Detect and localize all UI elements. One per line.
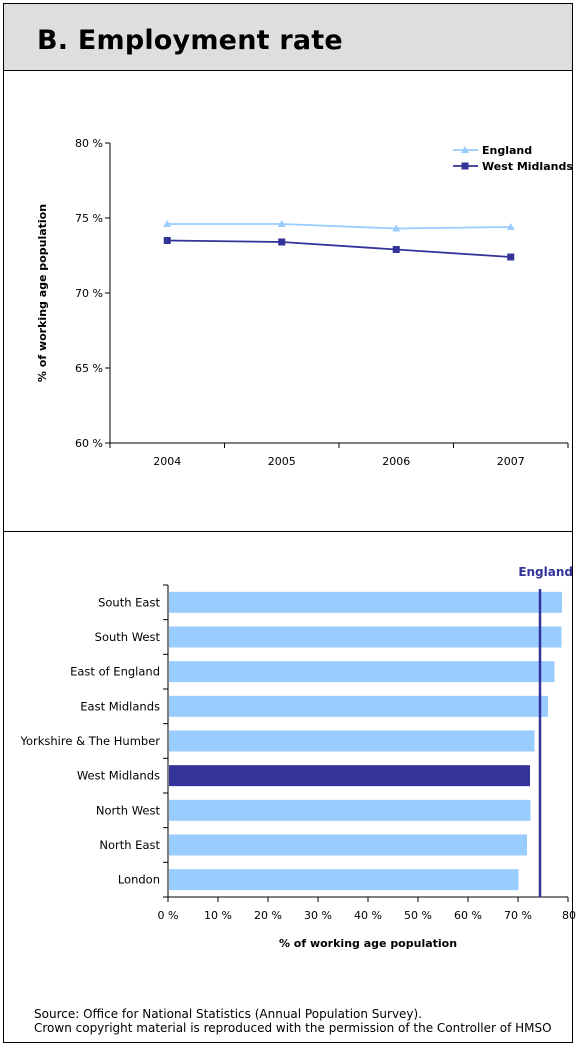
x-tick-label: 2005 (268, 455, 296, 468)
y-tick-label: 65 % (75, 362, 103, 375)
source-note: Source: Office for National Statistics (… (34, 1007, 423, 1021)
x-tick-label: 2006 (382, 455, 410, 468)
legend-marker (461, 162, 469, 170)
page-title: B. Employment rate (37, 25, 343, 56)
page-header: B. Employment rate (3, 3, 573, 71)
y-tick-label: 80 % (75, 137, 103, 150)
data-point (163, 220, 172, 227)
x-tick-label: 2007 (497, 455, 525, 468)
data-point (392, 246, 400, 253)
data-point (163, 237, 171, 244)
section-divider (3, 531, 573, 532)
series-line-1 (167, 223, 511, 230)
data-point (506, 223, 515, 230)
y-tick-label: 60 % (75, 437, 103, 450)
x-tick-label: 2004 (153, 455, 181, 468)
footer: Source: Office for National Statistics (… (34, 1007, 552, 1035)
legend-label: West Midlands (482, 160, 573, 173)
y-tick-label: 75 % (75, 212, 103, 225)
data-point (507, 253, 515, 261)
data-point (278, 238, 286, 246)
data-point (392, 224, 401, 232)
y-tick-label: 70 % (75, 287, 103, 300)
legend-label: England (482, 144, 532, 157)
data-point (277, 220, 286, 227)
line-chart: 80 % 75 % 70 % 65 % 60 % 2004 2005 2006 2007 % of… (36, 137, 573, 468)
copyright-note: Crown copyright material is reproduced w… (34, 1021, 552, 1035)
y-axis-label: % of working age population (36, 204, 49, 382)
legend-marker (461, 146, 469, 153)
series-line-2 (167, 239, 511, 258)
